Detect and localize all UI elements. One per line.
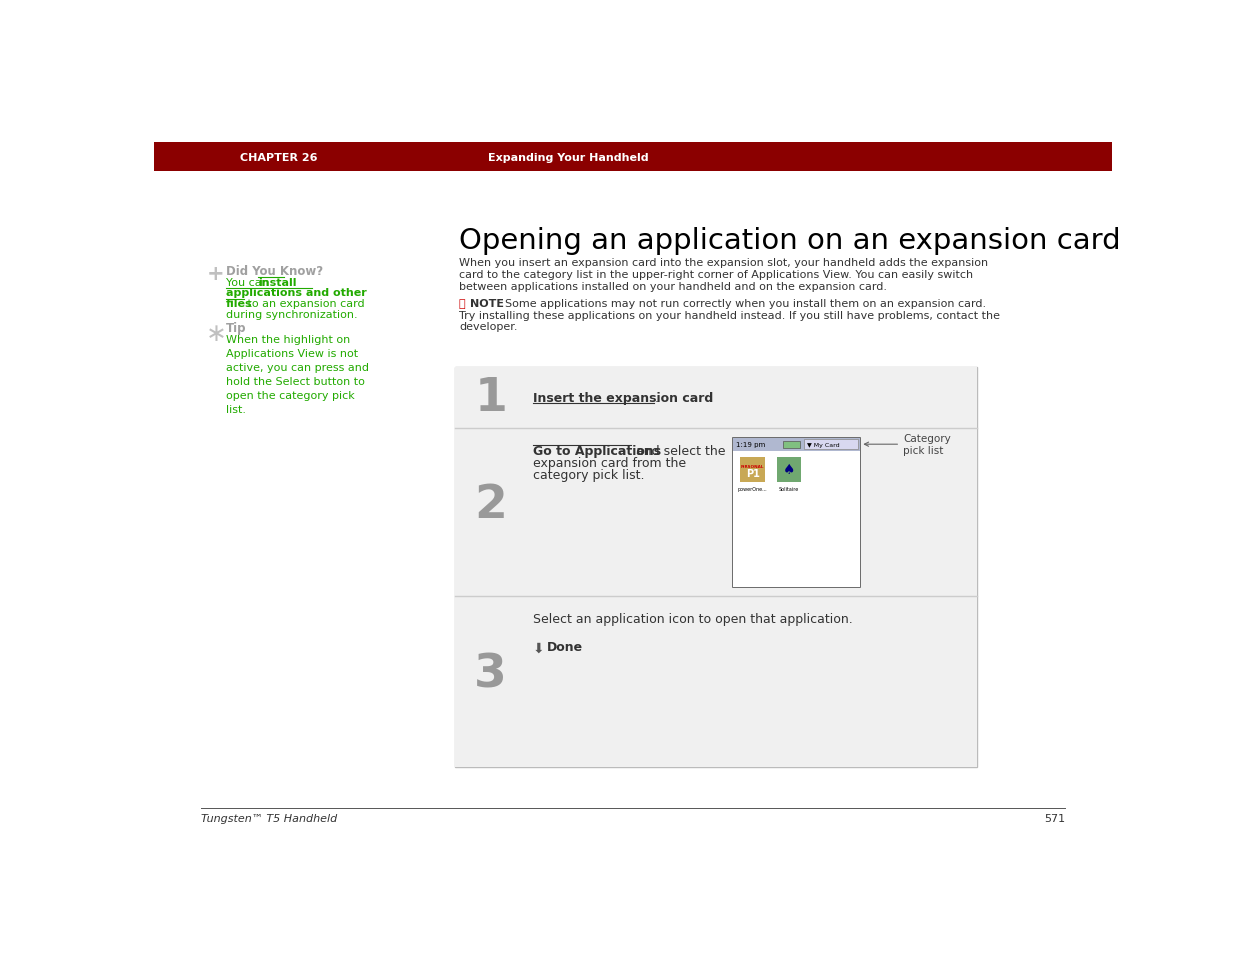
Text: 2: 2: [474, 482, 508, 528]
Text: category pick list.: category pick list.: [532, 469, 645, 482]
Text: Ⓘ: Ⓘ: [459, 299, 466, 309]
Text: 571: 571: [1044, 813, 1065, 822]
Text: When the highlight on
Applications View is not
active, you can press and
hold th: When the highlight on Applications View …: [226, 335, 369, 416]
Text: between applications installed on your handheld and on the expansion card.: between applications installed on your h…: [459, 281, 887, 292]
Text: PIRSONAL: PIRSONAL: [741, 464, 764, 468]
Bar: [732, 438, 861, 452]
Text: Go to Applications: Go to Applications: [532, 444, 661, 457]
Bar: [783, 441, 800, 448]
Text: NOTE: NOTE: [469, 299, 504, 309]
Text: You can: You can: [226, 277, 272, 288]
Text: Expanding Your Handheld: Expanding Your Handheld: [488, 152, 648, 162]
Text: .: .: [655, 392, 659, 405]
Text: ♠: ♠: [783, 463, 795, 476]
Text: applications and other: applications and other: [226, 288, 367, 298]
Text: files: files: [226, 299, 252, 309]
Text: 1: 1: [474, 375, 508, 420]
Text: Tip: Tip: [226, 322, 246, 335]
Bar: [740, 457, 764, 482]
Text: P1: P1: [746, 469, 760, 478]
Text: Select an application icon to open that application.: Select an application icon to open that …: [532, 612, 852, 625]
Text: powerOne...: powerOne...: [737, 487, 767, 492]
Bar: [454, 429, 977, 597]
Text: CHAPTER 26: CHAPTER 26: [240, 152, 317, 162]
Text: Opening an application on an expansion card: Opening an application on an expansion c…: [459, 227, 1120, 254]
Bar: [777, 457, 802, 482]
Bar: [454, 597, 977, 767]
Text: Solitaire: Solitaire: [779, 487, 799, 492]
Bar: [732, 452, 861, 587]
Text: Done: Done: [547, 640, 583, 654]
Text: and select the: and select the: [632, 444, 725, 457]
Text: ⬇: ⬇: [532, 641, 545, 656]
Text: ∗: ∗: [206, 321, 227, 345]
Bar: [454, 368, 977, 767]
Bar: [454, 368, 977, 429]
Bar: [804, 439, 858, 450]
Bar: [732, 438, 861, 587]
Text: developer.: developer.: [459, 322, 517, 332]
Text: 3: 3: [474, 652, 508, 697]
Text: ▼ My Card: ▼ My Card: [806, 442, 840, 447]
Text: to an expansion card: to an expansion card: [245, 299, 364, 309]
Text: When you insert an expansion card into the expansion slot, your handheld adds th: When you insert an expansion card into t…: [459, 258, 988, 268]
Text: +: +: [207, 264, 225, 284]
Text: Some applications may not run correctly when you install them on an expansion ca: Some applications may not run correctly …: [498, 299, 986, 309]
Text: Try installing these applications on your handheld instead. If you still have pr: Try installing these applications on you…: [459, 311, 1000, 320]
Text: Tungsten™ T5 Handheld: Tungsten™ T5 Handheld: [201, 813, 337, 822]
Text: 1:19 pm: 1:19 pm: [736, 442, 764, 448]
Text: install: install: [258, 277, 296, 288]
Text: expansion card from the: expansion card from the: [532, 456, 685, 470]
Bar: [154, 143, 1112, 172]
Text: card to the category list in the upper-right corner of Applications View. You ca: card to the category list in the upper-r…: [459, 270, 973, 280]
Text: Insert the expansion card: Insert the expansion card: [532, 392, 713, 405]
Text: during synchronization.: during synchronization.: [226, 310, 357, 319]
Text: Did You Know?: Did You Know?: [226, 264, 322, 277]
Text: Category
pick list: Category pick list: [864, 434, 951, 456]
